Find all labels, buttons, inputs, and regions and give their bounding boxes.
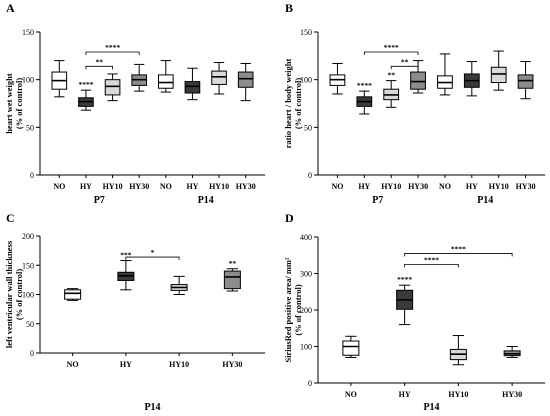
bracket-label: **** (424, 255, 439, 264)
significance-label: **** (397, 275, 412, 284)
box (211, 70, 227, 85)
comparison-bracket (363, 51, 419, 56)
y-tick-label: 50 (304, 123, 312, 132)
category-label: HY30 (222, 360, 242, 369)
y-tick-label: 0 (30, 349, 34, 358)
panel-letter: D (285, 211, 294, 225)
category-label: HY10 (381, 182, 401, 191)
y-tick-label: 100 (300, 343, 312, 352)
significance-label: *** (120, 251, 132, 260)
group-label: P7 (372, 195, 383, 206)
group-label: P14 (423, 402, 439, 413)
comparison-bracket (404, 253, 513, 257)
box (517, 74, 534, 89)
significance-label: ** (387, 71, 395, 80)
comparison-bracket (85, 65, 113, 70)
y-axis-label: (% of control) (14, 269, 24, 320)
y-axis-label: (% of control) (293, 284, 303, 335)
y-tick-label: 400 (300, 233, 312, 242)
category-label: HY30 (129, 182, 149, 191)
category-label: NO (67, 360, 79, 369)
group-label: P14 (198, 195, 214, 206)
comparison-bracket (85, 51, 140, 56)
significance-label: **** (78, 80, 93, 89)
y-tick-label: 50 (26, 320, 34, 329)
y-tick-label: 100 (22, 76, 34, 85)
category-label: HY (399, 390, 411, 399)
y-tick-label: 150 (22, 261, 34, 270)
bracket-label: ** (401, 57, 409, 66)
bracket-label: **** (384, 43, 399, 52)
panel-c: C 0 50 100 150 200 left ventricular wall thick… (4, 211, 265, 413)
y-tick-label: 0 (308, 379, 312, 388)
significance-label: ** (229, 259, 237, 268)
comparison-bracket (125, 256, 180, 261)
significance-label: **** (357, 81, 372, 90)
panel-a: A 0 50 100 150 heart wet weight (% of control)… (4, 1, 265, 206)
y-axis-label: ratio heart / body weight (283, 58, 293, 148)
box (223, 270, 241, 290)
group-label: P14 (477, 195, 493, 206)
box (237, 71, 254, 88)
box (104, 79, 121, 96)
bracket-label: ** (96, 57, 104, 66)
category-label: HY (358, 182, 370, 191)
panel-letter: B (285, 1, 293, 15)
y-tick-label: 150 (300, 28, 312, 37)
box (184, 81, 201, 94)
panel-letter: A (6, 1, 15, 15)
category-label: HY (466, 182, 478, 191)
category-label: HY10 (448, 390, 468, 399)
category-label: HY (80, 182, 92, 191)
category-label: NO (160, 182, 172, 191)
category-label: HY30 (408, 182, 428, 191)
category-label: NO (331, 182, 343, 191)
bracket-label: **** (451, 244, 466, 253)
y-axis-label: left ventricular wall thickness (4, 240, 14, 348)
category-label: HY10 (209, 182, 229, 191)
group-label: P14 (144, 402, 160, 413)
y-tick-label: 200 (22, 232, 34, 241)
panel-letter: C (6, 211, 15, 225)
bracket-label: **** (105, 43, 120, 52)
group-label: P7 (94, 195, 105, 206)
category-label: HY (120, 360, 132, 369)
comparison-bracket (390, 65, 419, 70)
comparison-bracket (404, 263, 459, 268)
category-label: NO (345, 390, 357, 399)
category-label: HY (186, 182, 198, 191)
category-label: NO (53, 182, 65, 191)
y-axis-label: SiriusRed positive area/ mm² (283, 257, 293, 363)
category-label: NO (439, 182, 451, 191)
y-tick-label: 100 (300, 76, 312, 85)
box (342, 340, 360, 356)
y-tick-label: 100 (22, 291, 34, 300)
category-label: HY30 (516, 182, 536, 191)
panel-d: D 0 100 200 300 400 SiriusRed positive area/ m… (283, 211, 545, 413)
box (157, 74, 174, 89)
y-axis-label: heart wet weight (4, 73, 14, 134)
category-label: HY10 (103, 182, 123, 191)
y-tick-label: 0 (30, 171, 34, 180)
y-tick-label: 0 (308, 171, 312, 180)
y-tick-label: 150 (22, 28, 34, 37)
category-label: HY10 (169, 360, 189, 369)
box (64, 289, 82, 300)
y-tick-label: 200 (300, 306, 312, 315)
category-label: HY30 (502, 390, 522, 399)
category-label: HY30 (236, 182, 256, 191)
box (410, 71, 426, 90)
panel-b: B 0 50 100 150 ratio heart / body weight (% of… (283, 1, 545, 206)
box (490, 66, 507, 84)
y-tick-label: 300 (300, 270, 312, 279)
y-axis-label: (% of control) (293, 78, 303, 129)
category-label: HY10 (489, 182, 509, 191)
y-tick-label: 50 (26, 123, 34, 132)
bracket-label: * (151, 248, 155, 257)
y-axis-label: (% of control) (14, 78, 24, 129)
